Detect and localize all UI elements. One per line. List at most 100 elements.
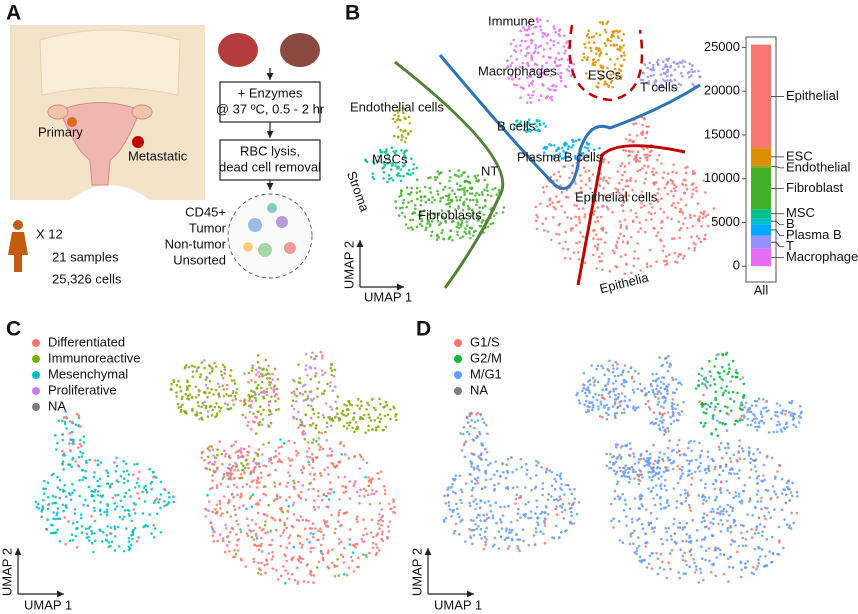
umap-point [557, 233, 561, 236]
umap-point [652, 167, 655, 170]
umap-point [611, 455, 614, 459]
umap-point [535, 25, 538, 29]
umap-point [42, 487, 45, 491]
umap-point [292, 390, 296, 393]
umap-point [760, 507, 763, 511]
umap-point [206, 415, 210, 418]
umap-point [746, 423, 749, 427]
umap-point [679, 493, 682, 497]
umap-point [377, 159, 380, 163]
umap-point [676, 526, 680, 529]
umap-point [661, 421, 664, 425]
umap-point [710, 457, 714, 461]
umap-point [672, 414, 675, 417]
umap-point [544, 125, 547, 128]
umap-point [610, 34, 614, 37]
umap-point [239, 451, 243, 455]
umap-point [748, 451, 751, 455]
umap-point [629, 236, 633, 239]
umap-point [378, 420, 382, 424]
umap-point [118, 515, 122, 519]
umap-point [609, 452, 612, 456]
umap-point [571, 502, 575, 506]
umap-point [664, 63, 668, 66]
umap-point [660, 162, 663, 165]
umap-point [666, 216, 669, 219]
umap-point [687, 503, 691, 507]
umap-point [468, 472, 472, 476]
umap-point [170, 382, 173, 386]
umap-point [686, 165, 689, 169]
umap-point [685, 563, 688, 567]
cluster-label: B cells [497, 118, 536, 133]
umap-point [773, 490, 776, 493]
umap-point [454, 491, 457, 495]
umap-point [301, 393, 305, 396]
legend-marker [454, 355, 462, 363]
umap-point [560, 79, 563, 83]
umap-point [441, 229, 444, 232]
umap-point [499, 474, 502, 478]
umap-point [312, 574, 316, 577]
umap-point [133, 486, 137, 489]
umap-point [93, 490, 96, 494]
umap-point [666, 180, 670, 184]
umap-point [317, 506, 320, 509]
umap-point [633, 477, 636, 480]
umap-point [751, 514, 754, 517]
umap-point [525, 47, 529, 50]
umap-point [703, 495, 707, 499]
umap-point [537, 98, 541, 102]
umap-point [744, 544, 748, 547]
umap-point [470, 465, 473, 468]
umap-point [656, 58, 660, 62]
umap-point [652, 530, 656, 534]
umap-point [107, 541, 111, 544]
umap-point [665, 388, 669, 391]
umap-point [77, 446, 80, 449]
umap-point [337, 574, 341, 577]
umap-point [386, 537, 389, 540]
umap-point [674, 407, 677, 411]
umap-point [543, 524, 547, 527]
umap-point [367, 484, 371, 488]
umap-point [594, 220, 597, 224]
umap-point [502, 206, 506, 209]
umap-point [463, 442, 466, 445]
umap-point [623, 474, 627, 478]
umap-point [68, 431, 71, 435]
umap-point [623, 364, 627, 367]
umap-point [588, 405, 591, 409]
umap-point [608, 460, 612, 464]
umap-point [478, 430, 481, 434]
umap-point [166, 502, 169, 506]
umap-point [755, 525, 759, 528]
umap-point [266, 372, 270, 375]
umap-point [256, 511, 260, 515]
umap-point [668, 458, 672, 462]
umap-point [347, 399, 350, 403]
umap-point [639, 78, 643, 82]
umap-point [678, 236, 681, 240]
umap-point [731, 390, 735, 394]
umap-point [712, 562, 715, 565]
umap-point [527, 84, 531, 87]
umap-point [126, 479, 130, 483]
umap-point [371, 428, 374, 431]
umap-point [250, 379, 253, 382]
umap-point [666, 456, 670, 459]
umap-point [573, 497, 577, 501]
umap-point [308, 390, 312, 394]
umap-point [552, 157, 556, 160]
umap-point [627, 162, 631, 165]
umap-point [700, 520, 704, 524]
umap-point [201, 450, 204, 454]
umap-point [601, 388, 605, 392]
umap-point [397, 214, 401, 217]
umap-point [260, 380, 264, 384]
umap-point [731, 540, 735, 543]
umap-point [368, 416, 371, 419]
umap-point [471, 438, 475, 441]
umap-point [441, 215, 445, 219]
umap-point [595, 32, 598, 35]
